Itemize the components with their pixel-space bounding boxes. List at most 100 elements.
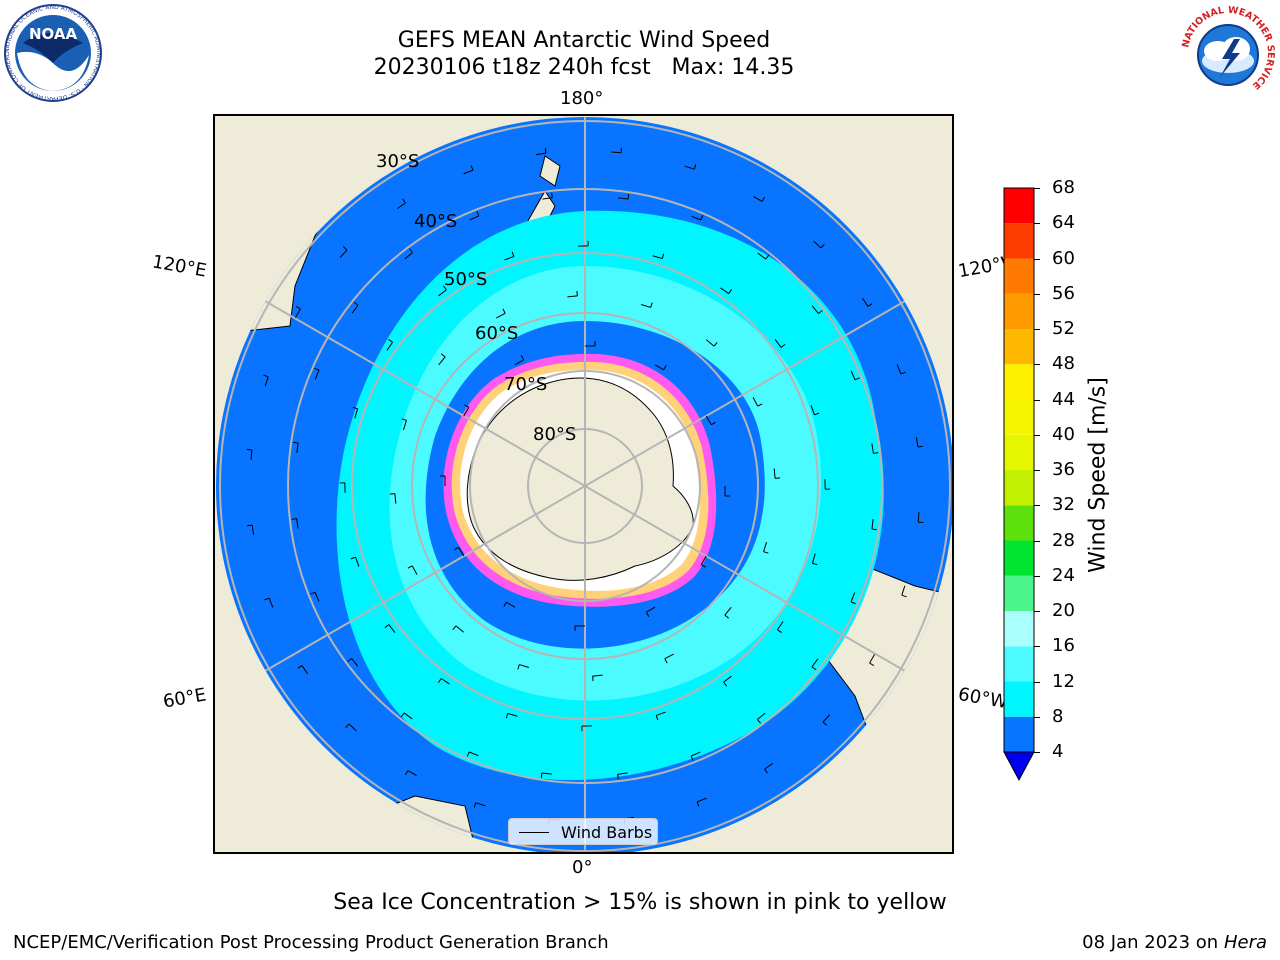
wind-barb-flag [777,629,782,634]
wind-barb [869,654,876,664]
wind-barb [394,493,397,504]
lat-label-60s: 60°S [475,323,519,344]
colorbar-bin [1004,434,1034,470]
wind-barb [700,555,707,565]
wind-barb-flag [757,403,763,407]
wind-barb-flag [293,441,299,444]
colorbar-tick-mark [1034,329,1040,330]
wind-barb [705,415,712,425]
colorbar-tick-mark [1034,611,1040,612]
wind-barb-flag [763,551,769,554]
wind-barb [752,397,759,407]
colorbar-bin [1004,681,1034,717]
colorbar-tick-mark [1034,188,1040,189]
colorbar-tick-mark [1034,575,1040,577]
lat-label-40s: 40°S [414,211,458,232]
wind-barb [438,289,447,297]
colorbar-tick-mark [1034,470,1040,471]
wind-barb [264,376,269,387]
wind-barb-flag [850,601,856,605]
wind-barb [753,195,763,202]
colorbar-tick-mark [1034,681,1040,683]
colorbar-tick-label: 4 [1052,741,1064,762]
wind-barb-flag [452,625,457,630]
wind-barb [592,674,603,677]
wind-barb [656,711,666,716]
wind-barb-flag [655,715,659,721]
wind-barb-flag [901,594,907,598]
wind-barb [519,664,529,668]
wind-barb [618,197,629,200]
wind-barb-flag [617,774,619,780]
colorbar-bin [1004,223,1034,259]
wind-barb-flag [473,802,477,808]
wind-barb [388,624,396,633]
colorbar-bin [1004,540,1034,576]
colorbar-tick-mark [1034,293,1040,295]
antarctica-landmass [466,377,694,581]
wind-barb-flag [353,301,359,306]
colorbar-tick-label: 24 [1052,564,1075,586]
wind-barb [813,240,822,249]
wind-barb-flag [517,664,520,670]
wind-barb-flag [310,591,316,595]
wind-barb-flag [407,565,413,569]
colorbar-tick-mark [1034,434,1040,436]
wind-barb [664,653,674,660]
wind-barb [861,297,869,307]
wind-barb [646,606,656,613]
wind-barb-flag [297,665,303,669]
wind-barb [339,249,348,258]
wind-barb [777,621,784,631]
colorbar-tick-mark [1034,540,1040,542]
colorbar-bin [1004,505,1034,541]
colorbar-tick-mark [1034,752,1040,753]
wind-barb-flag [442,285,447,291]
legend-label: Wind Barbs [561,823,653,842]
map-subtitle: 20230106 t18z 240h fcst Max: 14.35 [373,55,795,80]
noaa-logo: NATIONAL OCEANIC AND ATMOSPHERIC ADMINIS… [3,3,102,102]
wind-barb-flag [645,611,650,617]
wind-barb [514,359,524,366]
colorbar-tick-label: 40 [1052,423,1075,445]
wind-barb [250,449,253,460]
wind-barb-flag [352,406,358,410]
wind-barb-flag [728,289,733,294]
wind-barb-flag [502,308,506,314]
map-panel [213,114,954,854]
wind-barb-flag [663,365,667,371]
wind-barb [811,553,816,564]
wind-barb [654,364,664,371]
wind-barb-flag [757,719,761,724]
wind-barb-flag [664,658,668,664]
wind-barb-flag [441,353,446,358]
wind-barb-flag [700,215,704,221]
wind-barb-flag [342,246,348,251]
wind-barb [871,443,874,454]
wind-barb-flag [871,528,877,531]
wind-barb-flag [544,148,547,154]
colorbar-tick-label: 64 [1052,212,1075,234]
colorbar-tick-label: 36 [1052,459,1075,480]
wind-barb [850,592,856,603]
wind-barb-flag [314,367,320,371]
wind-barb [850,370,856,381]
wind-barb-flag [384,624,390,629]
wind-barb [386,341,393,351]
colorbar-bin [1004,329,1034,365]
wind-barb-flag [765,254,770,260]
wind-barb [268,597,274,608]
wind-barb-flag [867,303,873,307]
colorbar-tick-mark [1034,258,1040,260]
wind-barb [351,304,359,314]
footer-machine: Hera [1223,932,1267,953]
wind-barb-flag [295,305,301,310]
map-title: GEFS MEAN Antarctic Wind Speed [397,28,771,53]
wind-barb [696,797,707,803]
colorbar-tick-label: 12 [1052,670,1075,692]
colorbar-tick-mark [1034,223,1040,225]
wind-barb-flag [700,564,706,568]
wind-barb [440,678,450,685]
lat-label-30s: 30°S [376,151,420,172]
colorbar-tick-mark [1034,505,1040,507]
